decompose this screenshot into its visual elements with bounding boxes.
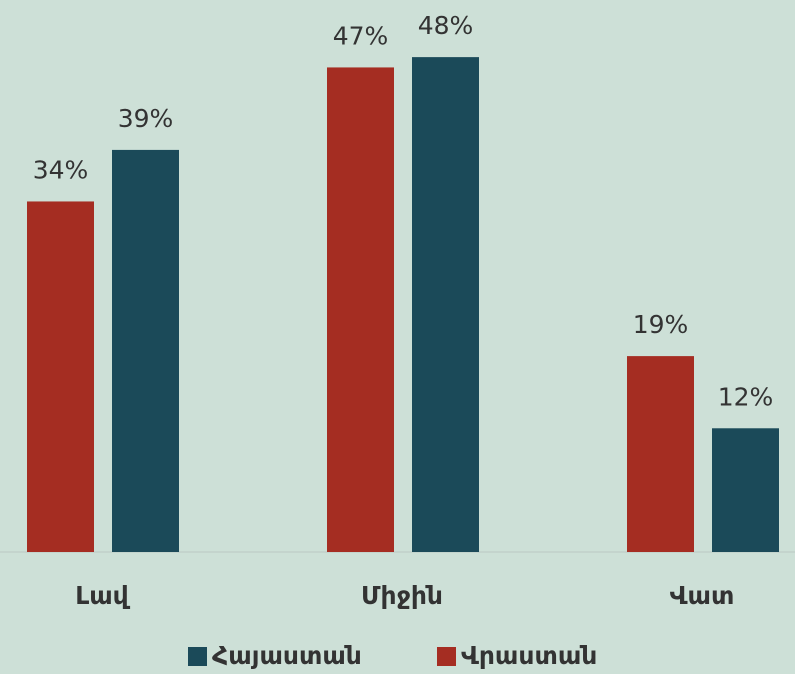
value-label: 19% bbox=[633, 310, 689, 339]
value-label: 12% bbox=[718, 382, 774, 411]
value-label: 39% bbox=[118, 104, 174, 133]
legend-label: Հայաստան bbox=[212, 641, 362, 670]
category-label: Միջին bbox=[361, 581, 443, 610]
category-label: Վատ bbox=[670, 581, 735, 610]
bar bbox=[712, 428, 779, 552]
legend-label: Վրաստան bbox=[461, 641, 597, 670]
bar bbox=[327, 67, 394, 553]
bar bbox=[27, 201, 94, 552]
category-label: Լավ bbox=[75, 581, 130, 610]
legend-swatch bbox=[188, 647, 207, 666]
value-label: 34% bbox=[33, 155, 89, 184]
bar bbox=[627, 356, 694, 552]
bar bbox=[112, 149, 179, 552]
bar bbox=[412, 57, 479, 553]
value-label: 47% bbox=[333, 21, 389, 50]
legend-swatch bbox=[437, 647, 456, 666]
value-label: 48% bbox=[418, 11, 474, 40]
